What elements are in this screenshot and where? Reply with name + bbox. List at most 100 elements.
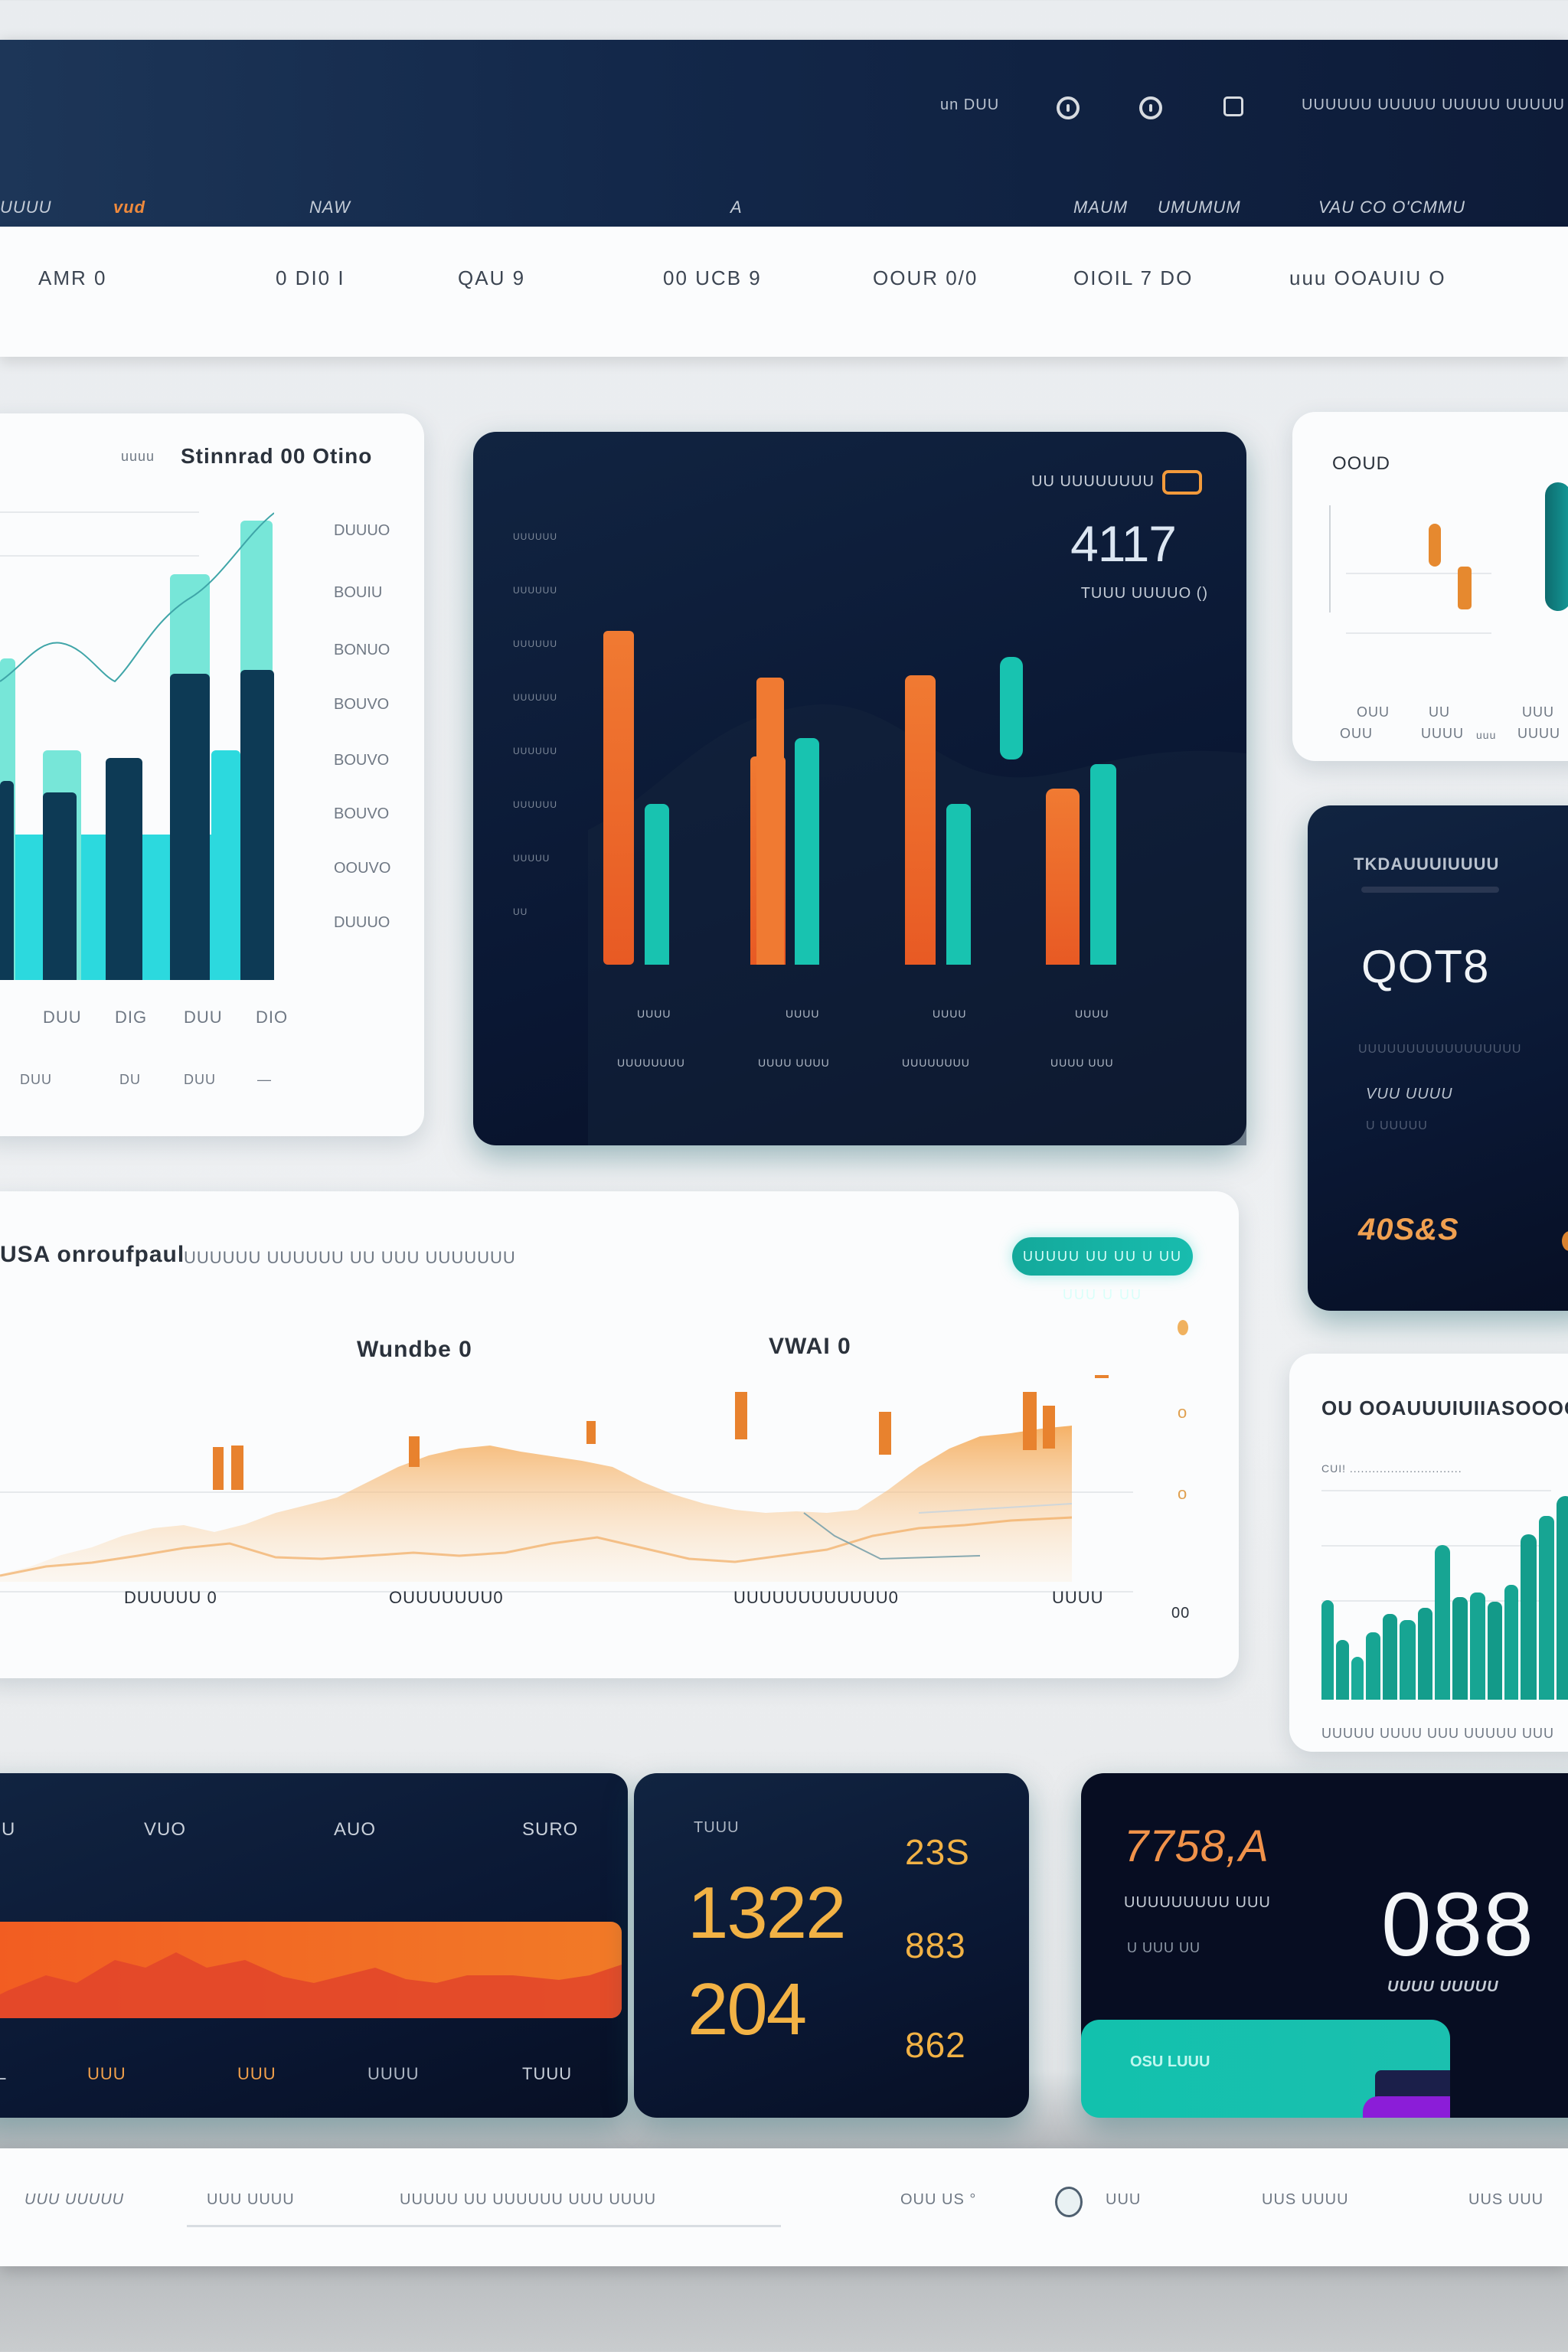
kpi-label: UUUUUUUUU UUU [1124,1894,1271,1911]
grouped-bar-chart-panel: UU UUUUUUUU 4117 TUUU UUUUO () UUUUUU UU… [473,432,1246,1145]
footer-item[interactable]: OUU US ° [900,2191,977,2208]
candle-chart-panel: OOUD OUU UU UUU OUU UUUU uuu UUUU [1292,412,1568,761]
axis-line [1329,505,1331,612]
calendar-icon[interactable] [1223,96,1243,116]
footer-item[interactable]: UUU UUUU [207,2191,295,2208]
footer-item[interactable]: UUS UUU [1468,2191,1544,2208]
footer-item[interactable]: UUU [1106,2191,1142,2208]
histogram-bars [1321,1491,1568,1700]
x-label: DUU [43,1008,82,1027]
kpi-panel: 7758,A UUUUUUUUU UUU U UUU UU 088 UUUU U… [1081,1773,1568,2118]
panel-meta: CUI! .............................. [1321,1462,1462,1475]
x-label: OUUUUUUU0 [389,1588,504,1607]
stat-sub-label: U UUUUU [1366,1119,1428,1132]
stat-value: QOT8 [1361,941,1490,992]
bar-cyan [211,750,240,980]
numbers-header: TUUU [694,1819,740,1836]
nav-item-2[interactable]: NAW [309,198,351,217]
kpi-big-value: 088 [1381,1874,1534,1975]
x-sublabel: DUU [20,1072,52,1087]
utility-links[interactable]: UUUUUU UUUUU UUUUU UUUUU [1302,96,1565,113]
nav-item-5[interactable]: UMUMUM [1158,198,1241,217]
bottom-status-bar: UUU UUUUU UUU UUUU UUUUU UU UUUUUU UUU U… [0,2148,1568,2266]
nav-item-6[interactable]: VAU CO O'CMMU [1318,198,1465,217]
stat-title: TKDAUUUIUUUU [1354,854,1500,874]
user-ring-icon[interactable] [1057,96,1080,119]
gridline [0,511,199,513]
x-label: DIO [256,1008,289,1027]
kpi-caption: UUUU UUUUU [1387,1978,1499,1995]
chart-subtitle: UUUUUU UUUUUU UU UUU UUUUUUU [184,1248,516,1267]
bar-teal [946,804,971,965]
nav-item-0[interactable]: UUUU [0,198,52,217]
bar-dark [170,674,210,980]
kpi-orange-value: 7758,A [1124,1821,1269,1871]
chart-header-label: UU UUUUUUUU [1031,473,1155,490]
utility-text: un DUU [940,96,1000,113]
bar-orange [603,631,634,965]
bar-orange [1046,789,1080,965]
side-number: 862 [905,2025,966,2065]
bar-teal [645,804,669,965]
kpi-action-button[interactable]: OSU LUUU [1081,2020,1450,2118]
side-number: 23S [905,1832,970,1872]
tab-0[interactable]: AMR 0 [38,266,107,289]
bar-orange [905,675,936,965]
footer-item[interactable]: UUUUU UU UUUUUU UUU UUUU [400,2191,657,2208]
x-label: DUU [184,1008,223,1027]
sub-label: TUUU UUUUO () [1080,585,1208,602]
footer-item[interactable]: UUS UUUU [1262,2191,1349,2208]
tab-1[interactable]: 0 DI0 I [276,266,345,289]
nav-item-4[interactable]: MAUM [1073,198,1129,217]
big-number-2: 204 [688,1968,807,2050]
candle-orange [1429,524,1441,567]
clock-icon[interactable] [1055,2187,1083,2217]
footer-divider [187,2225,781,2227]
candle-orange [1458,567,1472,609]
chart-title-prefix: uuuu [121,449,155,464]
teal-histogram-panel: OU OOAUUUIUIIASOOOOU CUI! ..............… [1289,1354,1568,1752]
annotation: Wundbe 0 [357,1337,472,1362]
tab-2[interactable]: QAU 9 [458,266,526,289]
utility-area: un DUU [940,96,999,114]
indicator-dot [1562,1231,1568,1251]
x-label: DUUUUU 0 [124,1588,217,1607]
x-sublabel: — [257,1072,272,1087]
bar-dark [106,758,142,980]
panel-title: OOUD [1332,453,1390,474]
panel-title: OU OOAUUUIUIIASOOOOU [1321,1396,1568,1419]
x-sublabel: DUU [184,1072,216,1087]
right-axis-label: 00 [1171,1605,1191,1622]
annotation: VWAI 0 [769,1334,851,1359]
tab-6[interactable]: uuu OOAUIU O [1289,266,1446,289]
bar-teal [795,738,819,965]
home-icon[interactable]: A [730,198,743,217]
footer-item[interactable]: UUU UUUUU [24,2191,125,2208]
tab-3[interactable]: 00 UCB 9 [663,266,762,289]
tab-5[interactable]: OIOIL 7 DO [1073,266,1194,289]
x-label: UUUUUUUUUUUU0 [733,1588,899,1607]
tab-4[interactable]: OOUR 0/0 [873,266,978,289]
info-ring-icon[interactable] [1139,96,1162,119]
bar-chart-area [603,631,1116,965]
stat-panel: TKDAUUUIUUUU QOT8 UUUUUUUUUUUUUUUUU VUU … [1308,805,1568,1311]
area-chart [0,1375,1109,1582]
side-number: 883 [905,1926,966,1965]
bar-dark [0,781,14,980]
legend-dot [1178,1320,1188,1335]
stat-desc: UUUUUUUUUUUUUUUUU [1358,1043,1522,1056]
candle-teal [1545,482,1568,611]
y-axis-labels: UUUUUU UUUUUU UUUUUU UUUUUU UUUUUU UUUUU… [513,531,557,917]
nav-item-active[interactable]: vud [113,198,146,217]
chart-title: Stinnrad 00 Otino [181,444,373,468]
stat-orange-value: 40S&S [1358,1213,1459,1246]
x-label: DIG [115,1008,148,1027]
right-axis-label: o [1178,1484,1188,1503]
big-value: 4117 [1070,515,1177,572]
top-navigation-bar: un DUU UUUUUU UUUUU UUUUU UUUUU UUUU vud… [0,40,1568,227]
x-sublabel: DU [119,1072,141,1087]
stat-label: VUU UUUU [1366,1086,1453,1102]
bar-teal-floating [1000,657,1023,760]
action-button[interactable]: UUUUU UU UU U UU UUU U UU [1012,1237,1193,1302]
wallet-icon[interactable] [1162,470,1202,495]
